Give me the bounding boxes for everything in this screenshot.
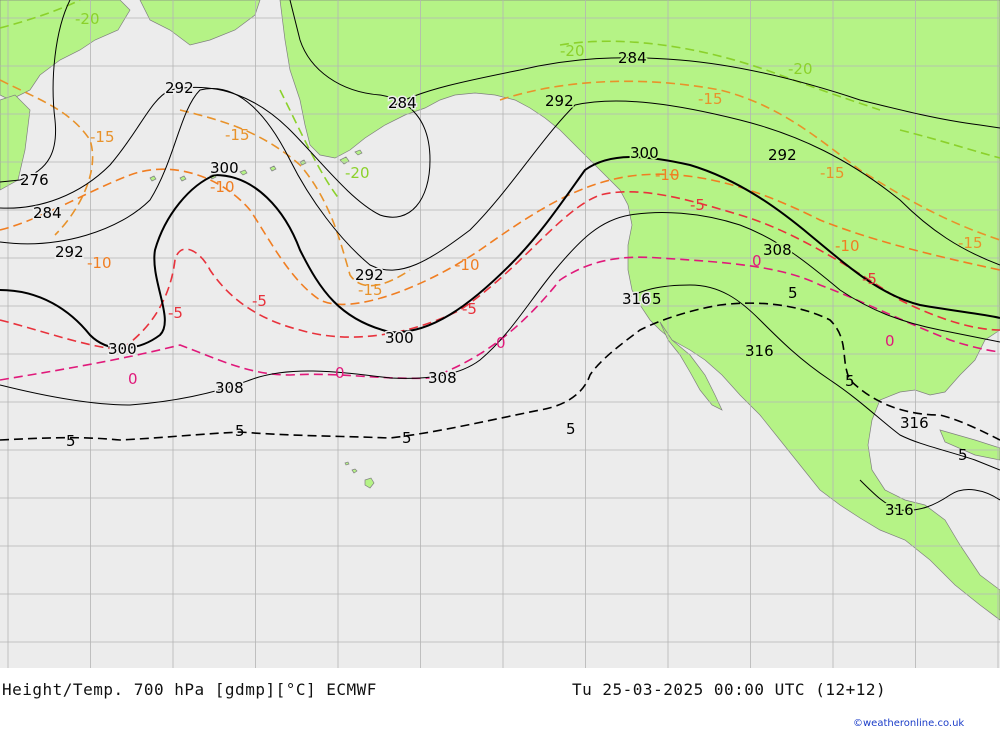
height-label: 292: [355, 266, 384, 284]
height-label: 292: [55, 243, 84, 261]
temp-label: -10: [210, 178, 235, 196]
height-label: 300: [385, 329, 414, 347]
temp-label: -20: [345, 164, 370, 182]
temp-label: -15: [90, 128, 115, 146]
height-label: 316: [900, 414, 929, 432]
temp-label: -20: [560, 42, 585, 60]
temp-label: -10: [655, 166, 680, 184]
map-title: Height/Temp. 700 hPa [gdmp][°C] ECMWF: [2, 680, 377, 699]
temp-label: -20: [75, 10, 100, 28]
contour-labels: 276 284 284 284 292 292 292 292 292 300 …: [19, 10, 983, 521]
height-label: 292: [768, 146, 797, 164]
temp-label: -15: [225, 126, 250, 144]
temp-label: -15: [358, 281, 383, 299]
temp-label: 5: [402, 429, 412, 447]
temp-label: 0: [128, 370, 138, 388]
temp-label: -10: [455, 256, 480, 274]
credit-link[interactable]: ©weatheronline.co.uk: [853, 718, 965, 729]
height-label: 308: [428, 369, 457, 387]
valid-time: Tu 25-03-2025 00:00 UTC (12+12): [572, 680, 887, 699]
temp-label: -10: [835, 237, 860, 255]
temp-label: -5: [862, 270, 877, 288]
temp-label: 0: [752, 252, 762, 270]
height-label: 308: [763, 241, 792, 259]
weather-map: 276 284 284 284 292 292 292 292 292 300 …: [0, 0, 1000, 683]
temp-label: 5: [788, 284, 798, 302]
temp-label: 0: [335, 364, 345, 382]
height-label: 292: [545, 92, 574, 110]
temp-label: -20: [788, 60, 813, 78]
temp-label: -5: [252, 292, 267, 310]
temp-label: 5: [566, 420, 576, 438]
temp-label: -5: [168, 304, 183, 322]
temp-label: -10: [87, 254, 112, 272]
temp-label: 5: [652, 290, 662, 308]
height-label: 300: [630, 144, 659, 162]
height-label: 316: [745, 342, 774, 360]
temp-label: -15: [820, 164, 845, 182]
height-label: 308: [215, 379, 244, 397]
height-label: 300: [108, 340, 137, 358]
height-label: 276: [20, 171, 49, 189]
temp-label: 5: [958, 446, 968, 464]
land-masses: [0, 0, 1000, 621]
graticule: [0, 0, 1000, 668]
temp-label: -15: [698, 90, 723, 108]
footer: [0, 668, 1000, 733]
height-label: 300: [210, 159, 239, 177]
temp-label: -5: [690, 196, 705, 214]
height-label: 284: [618, 49, 647, 67]
temp-label: 0: [496, 334, 506, 352]
height-label: 316: [622, 290, 651, 308]
height-label: 292: [165, 79, 194, 97]
height-contours: [0, 0, 1000, 511]
height-label: 284: [33, 204, 62, 222]
height-label: 284: [388, 94, 417, 112]
temperature-contours: [0, 0, 1000, 441]
temp-label: 5: [66, 432, 76, 450]
temp-label: -15: [958, 234, 983, 252]
temp-label: -5: [462, 300, 477, 318]
temp-label: 0: [885, 332, 895, 350]
temp-label: 5: [845, 372, 855, 390]
height-label: 316: [885, 501, 914, 519]
temp-label: 5: [235, 422, 245, 440]
